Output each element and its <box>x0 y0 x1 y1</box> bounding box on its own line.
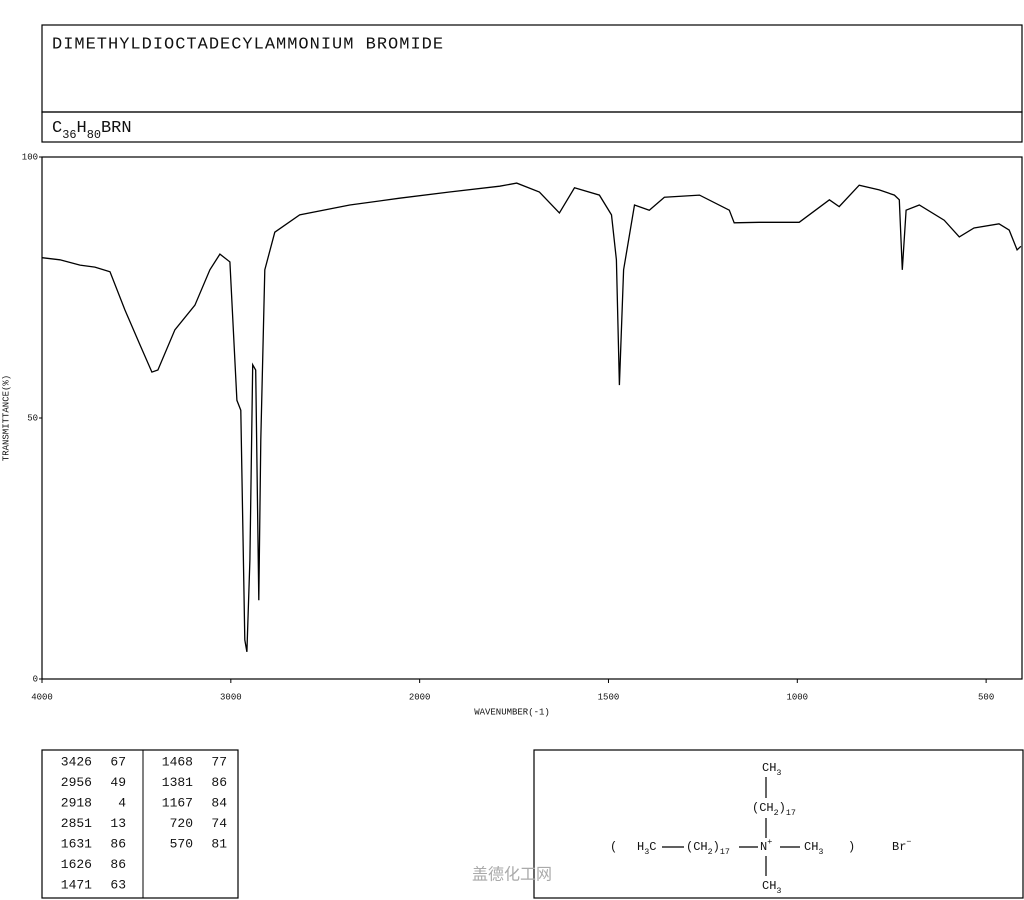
structure-label: CH3 <box>762 879 781 896</box>
plot-frame <box>41 156 1023 680</box>
peak-wavenumber: 1626 <box>61 857 92 872</box>
peak-wavenumber: 1167 <box>162 795 193 810</box>
structure-label: CH3 <box>804 840 823 857</box>
y-tick-label: 0 <box>33 674 38 684</box>
peak-wavenumber: 2918 <box>61 795 92 810</box>
x-tick-label: 4000 <box>31 692 53 702</box>
structure-bonds <box>662 777 800 876</box>
peak-transmittance: 49 <box>110 775 126 790</box>
peak-transmittance: 86 <box>110 857 126 872</box>
peak-wavenumber: 1471 <box>61 877 92 892</box>
structure-labels: CH3 (CH2)17 ( H3C (CH2)17 N+ CH3 ) Br− C… <box>610 761 911 896</box>
x-tick-label: 1000 <box>786 692 808 702</box>
peak-transmittance: 86 <box>211 775 227 790</box>
structure-label: H3C <box>637 840 656 857</box>
peak-transmittance: 84 <box>211 795 227 810</box>
peak-transmittance: 67 <box>110 754 126 769</box>
y-tick-label: 50 <box>27 413 38 423</box>
formula: C36H80BRN <box>52 119 132 142</box>
structure-label: CH3 <box>762 761 781 778</box>
structure-label: ( <box>610 840 617 854</box>
peak-wavenumber: 1381 <box>162 775 193 790</box>
formula-box <box>41 111 1023 143</box>
structure-label: Br− <box>892 837 911 854</box>
peak-transmittance: 13 <box>110 816 126 831</box>
x-tick-label: 2000 <box>409 692 431 702</box>
structure-label: ) <box>848 840 855 854</box>
peak-wavenumber: 570 <box>170 836 193 851</box>
structure-label: N+ <box>760 837 772 854</box>
peak-wavenumber: 2851 <box>61 816 92 831</box>
y-tick-label: 100 <box>22 152 38 162</box>
x-tick-label: 500 <box>978 692 994 702</box>
peak-wavenumber: 720 <box>170 816 193 831</box>
structure-label: (CH2)17 <box>686 840 730 857</box>
watermark: 盖德化工网 <box>472 865 552 884</box>
x-axis-label: WAVENUMBER(-1) <box>474 707 550 717</box>
x-tick-label: 1500 <box>598 692 620 702</box>
peak-transmittance: 77 <box>211 754 227 769</box>
peak-wavenumber: 2956 <box>61 775 92 790</box>
spectrum-line <box>41 182 1022 653</box>
peak-transmittance: 81 <box>211 836 227 851</box>
peak-transmittance: 63 <box>110 877 126 892</box>
peak-wavenumber: 1631 <box>61 836 92 851</box>
peak-table <box>41 749 239 899</box>
x-tick-label: 3000 <box>220 692 242 702</box>
peak-transmittance: 74 <box>211 816 227 831</box>
compound-name: DIMETHYLDIOCTADECYLAMMONIUM BROMIDE <box>52 35 444 54</box>
y-axis-label: TRANSMITTANCE(%) <box>1 375 11 461</box>
peak-wavenumber: 3426 <box>61 754 92 769</box>
peak-transmittance: 86 <box>110 836 126 851</box>
peak-transmittance: 4 <box>118 795 126 810</box>
structure-label: (CH2)17 <box>752 801 796 818</box>
structure-box <box>533 749 1024 899</box>
peak-wavenumber: 1468 <box>162 754 193 769</box>
